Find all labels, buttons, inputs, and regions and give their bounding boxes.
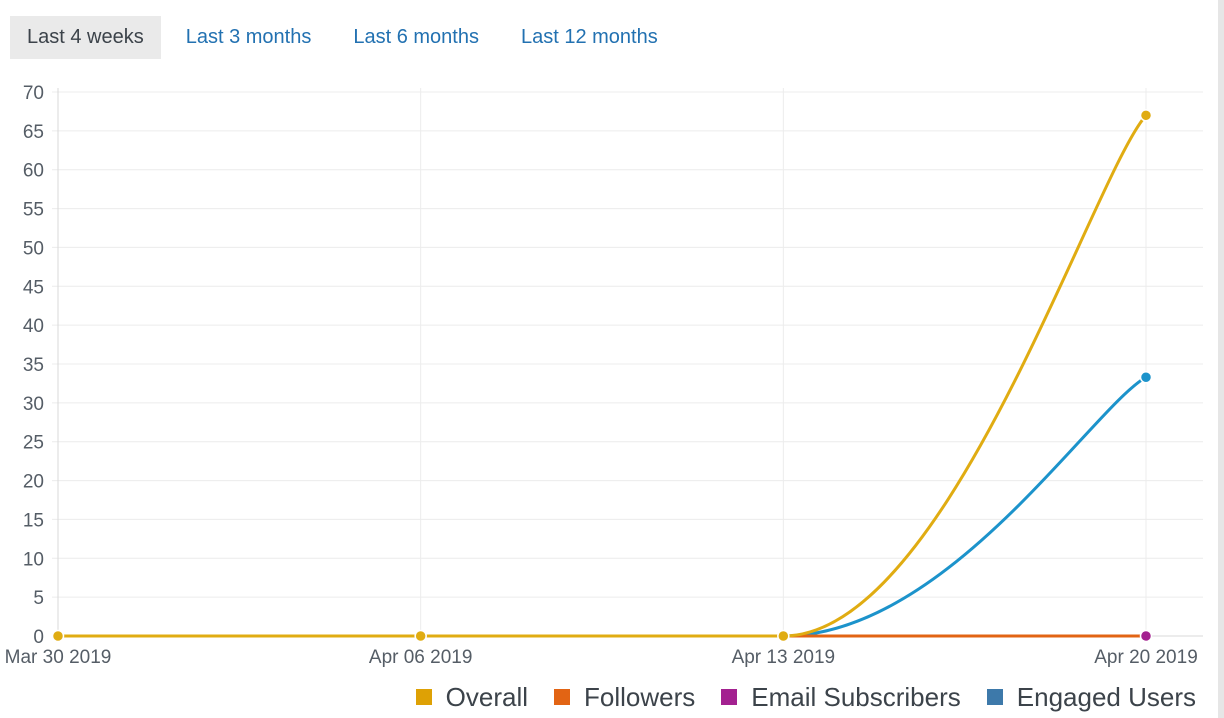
tab-last-3-months[interactable]: Last 3 months [185, 26, 312, 48]
x-tick-label: Apr 20 2019 [1094, 647, 1198, 668]
x-axis-ticks: Mar 30 2019 Apr 06 2019 Apr 13 2019 Apr 20 … [5, 647, 1198, 668]
series-line-engaged-users [56, 375, 1148, 638]
y-axis-ticks: 0 5 10 15 20 25 30 35 40 45 50 55 60 65 70 [23, 83, 44, 648]
y-tick-label: 70 [23, 83, 44, 104]
y-tick-label: 60 [23, 161, 44, 182]
y-tick-label: 50 [23, 238, 44, 259]
y-tick-label: 40 [23, 316, 44, 337]
y-tick-label: 15 [23, 510, 44, 531]
y-tick-label: 45 [23, 277, 44, 298]
scrollbar-track[interactable] [1218, 0, 1224, 718]
y-tick-label: 25 [23, 433, 44, 454]
y-tick-label: 65 [23, 122, 44, 143]
y-tick-label: 0 [33, 627, 44, 648]
x-tick-label: Apr 06 2019 [369, 647, 473, 668]
data-point-overall[interactable] [777, 629, 790, 643]
tab-last-4-weeks[interactable]: Last 4 weeks [10, 16, 161, 59]
y-tick-label: 30 [23, 394, 44, 415]
legend-label-followers: Followers [584, 681, 696, 712]
x-tick-label: Mar 30 2019 [5, 647, 112, 668]
legend-item-followers[interactable]: Followers [554, 682, 695, 713]
legend-item-engaged-users[interactable]: Engaged Users [986, 681, 1196, 713]
legend-swatch-overall [415, 689, 432, 705]
legend-item-overall[interactable]: Overall [415, 681, 528, 713]
data-point-overall[interactable] [51, 629, 65, 643]
data-point-engaged-users[interactable] [1139, 370, 1153, 384]
period-tabs: Last 4 weeks Last 3 months Last 6 months… [10, 16, 683, 59]
data-point-overall[interactable] [414, 629, 427, 643]
series-lines [56, 113, 1148, 638]
series-line-overall [56, 113, 1148, 638]
data-point-overall[interactable] [1139, 109, 1153, 122]
x-tick-label: Apr 13 2019 [732, 647, 836, 668]
legend-swatch-email-subscribers [721, 689, 738, 705]
tab-last-12-months[interactable]: Last 12 months [520, 26, 658, 48]
y-tick-label: 35 [23, 355, 44, 376]
legend-label-engaged-users: Engaged Users [1016, 681, 1196, 712]
grid-lines [52, 88, 1203, 642]
y-tick-label: 5 [33, 588, 44, 609]
y-tick-label: 20 [23, 472, 44, 493]
legend-swatch-engaged-users [986, 689, 1003, 705]
data-point-email-subscribers[interactable] [1139, 629, 1153, 643]
legend-label-email-subscribers: Email Subscribers [751, 681, 961, 712]
legend-label-overall: Overall [445, 681, 528, 712]
legend-swatch-followers [554, 689, 570, 705]
series-points [51, 109, 1153, 643]
tab-last-6-months[interactable]: Last 6 months [353, 26, 479, 48]
legend-item-email-subscribers[interactable]: Email Subscribers [721, 682, 961, 713]
y-tick-label: 55 [23, 200, 44, 221]
chart-legend: Overall Followers Email Subscribers Enga… [390, 680, 1196, 714]
y-tick-label: 10 [23, 549, 44, 570]
